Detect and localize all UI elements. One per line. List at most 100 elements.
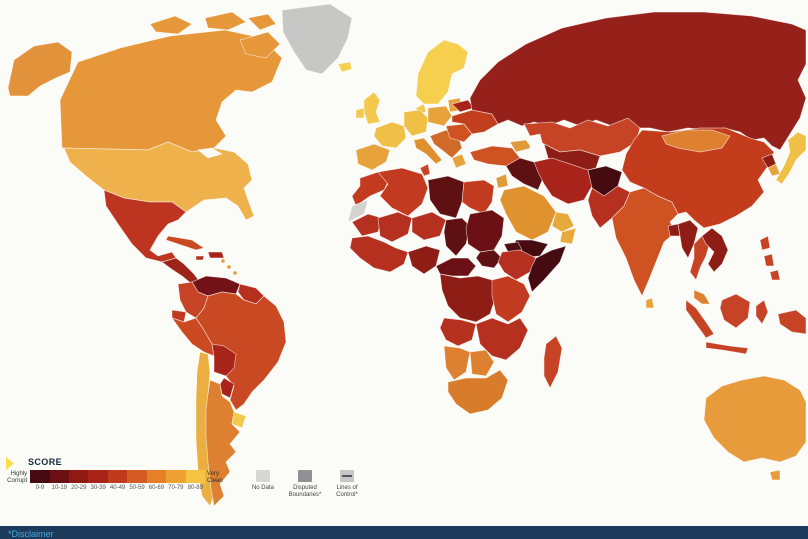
legend-title: SCORE [28, 457, 63, 468]
region-eritrea-djibouti[interactable] [503, 241, 523, 253]
island-java[interactable] [705, 341, 749, 355]
country-malaysia[interactable] [693, 289, 711, 305]
footer-bar: *Disclaimer [0, 526, 808, 539]
region-western-sahara[interactable] [347, 199, 369, 223]
legend-gradient-segment [69, 470, 89, 484]
country-paraguay[interactable] [219, 377, 235, 399]
legend-gradient-segment [166, 470, 186, 484]
legend-gradient-segment [88, 470, 108, 484]
region-jordan-israel[interactable] [495, 173, 509, 189]
region-west-africa[interactable] [349, 235, 409, 273]
island-tasmania[interactable] [769, 469, 781, 481]
country-madagascar[interactable] [543, 335, 563, 389]
disclaimer-link[interactable]: *Disclaimer [8, 529, 54, 539]
legend-gradient-segment [127, 470, 147, 484]
country-china[interactable] [621, 127, 775, 229]
country-cuba[interactable] [165, 235, 205, 251]
legend-gradient-bar: 0-9 10-19 20-29 30-39 40-49 50-59 60-69 … [30, 470, 205, 491]
country-japan[interactable] [775, 131, 807, 185]
region-gulf-states[interactable] [551, 211, 575, 233]
country-chad[interactable] [443, 217, 471, 257]
country-namibia[interactable] [443, 345, 471, 381]
country-italy[interactable] [413, 137, 443, 165]
legend-tick: 40-49 [109, 485, 126, 492]
island-borneo[interactable] [719, 293, 751, 329]
country-south-sudan[interactable] [475, 249, 503, 269]
country-australia[interactable] [703, 375, 807, 463]
lines-of-control-label: Lines of Control* [336, 485, 358, 499]
great-lakes [197, 147, 223, 159]
country-egypt[interactable] [461, 179, 495, 215]
country-france[interactable] [373, 121, 407, 149]
country-oman[interactable] [559, 227, 577, 245]
region-syria-iraq[interactable] [505, 157, 545, 191]
country-alaska[interactable] [7, 41, 73, 97]
legend-ticks: 0-9 10-19 20-29 30-39 40-49 50-59 60-69 … [30, 485, 205, 491]
country-iceland[interactable] [337, 61, 353, 73]
country-philippines[interactable] [759, 235, 781, 281]
country-bolivia[interactable] [211, 343, 237, 377]
legend-label-very-clean: Very Clean [207, 471, 223, 484]
country-uruguay[interactable] [231, 411, 247, 429]
country-algeria[interactable] [377, 167, 429, 217]
legend-tick: 20-29 [71, 485, 87, 492]
country-brazil[interactable] [195, 291, 287, 411]
region-iberia[interactable] [355, 143, 391, 171]
country-south-africa[interactable] [447, 369, 509, 415]
legend-item-disputed-boundaries: Disputed Boundaries* [286, 470, 324, 499]
country-poland[interactable] [427, 105, 453, 127]
country-ethiopia[interactable] [497, 249, 537, 281]
country-myanmar[interactable] [677, 219, 699, 259]
island-hispaniola[interactable] [207, 251, 225, 259]
country-botswana[interactable] [469, 349, 495, 377]
region-scandinavia[interactable] [415, 39, 469, 105]
disputed-boundaries-label: Disputed Boundaries* [288, 485, 322, 499]
legend-tick: 50-59 [129, 485, 145, 492]
country-jamaica[interactable] [195, 255, 205, 261]
legend-gradient-segment [49, 470, 70, 484]
country-argentina[interactable] [205, 379, 241, 507]
country-uk[interactable] [363, 91, 381, 125]
country-somalia[interactable] [527, 245, 567, 293]
country-germany[interactable] [403, 109, 429, 137]
country-iran[interactable] [533, 157, 593, 205]
legend-item-no-data: No Data [244, 470, 282, 499]
canada-arctic-islands[interactable] [149, 11, 281, 59]
country-libya[interactable] [427, 175, 465, 219]
region-east-africa[interactable] [491, 275, 531, 323]
country-greenland[interactable] [281, 3, 353, 75]
legend-tick: 10-19 [51, 485, 67, 492]
country-sri-lanka[interactable] [645, 297, 655, 309]
country-mexico[interactable] [103, 189, 187, 263]
caribbean-islands[interactable] [220, 258, 238, 276]
legend-tick: 60-69 [148, 485, 165, 492]
country-angola[interactable] [439, 317, 477, 347]
legend-label-highly-corrupt: Highly Corrupt [7, 471, 28, 484]
island-new-guinea[interactable] [777, 309, 807, 335]
country-drc[interactable] [439, 273, 497, 323]
country-greece[interactable] [451, 153, 467, 169]
legend-item-lines-of-control: Lines of Control* [328, 470, 366, 499]
legend-arrow-icon [6, 457, 14, 471]
region-indochina[interactable] [701, 227, 729, 273]
legend-gradient-segment [30, 470, 50, 484]
no-data-label: No Data [251, 485, 274, 492]
disputed-boundaries-swatch [297, 470, 312, 483]
country-mali[interactable] [377, 211, 413, 243]
legend-special-items: No Data Disputed Boundaries* Lines of Co… [244, 470, 366, 499]
country-mongolia[interactable] [661, 129, 731, 153]
country-tunisia[interactable] [419, 163, 431, 177]
country-niger[interactable] [411, 211, 447, 241]
country-saudi-arabia[interactable] [499, 185, 557, 241]
caspian-sea [529, 133, 545, 165]
island-sulawesi[interactable] [755, 299, 769, 325]
legend-tick: 30-39 [90, 485, 106, 492]
legend-gradient-segment [185, 470, 205, 484]
country-ireland[interactable] [355, 107, 365, 119]
legend: SCORE Highly Corrupt 0-9 10-19 [6, 457, 366, 499]
legend-gradient-segment [146, 470, 167, 484]
region-romania-bulgaria[interactable] [445, 123, 473, 143]
island-sumatra[interactable] [685, 299, 715, 339]
